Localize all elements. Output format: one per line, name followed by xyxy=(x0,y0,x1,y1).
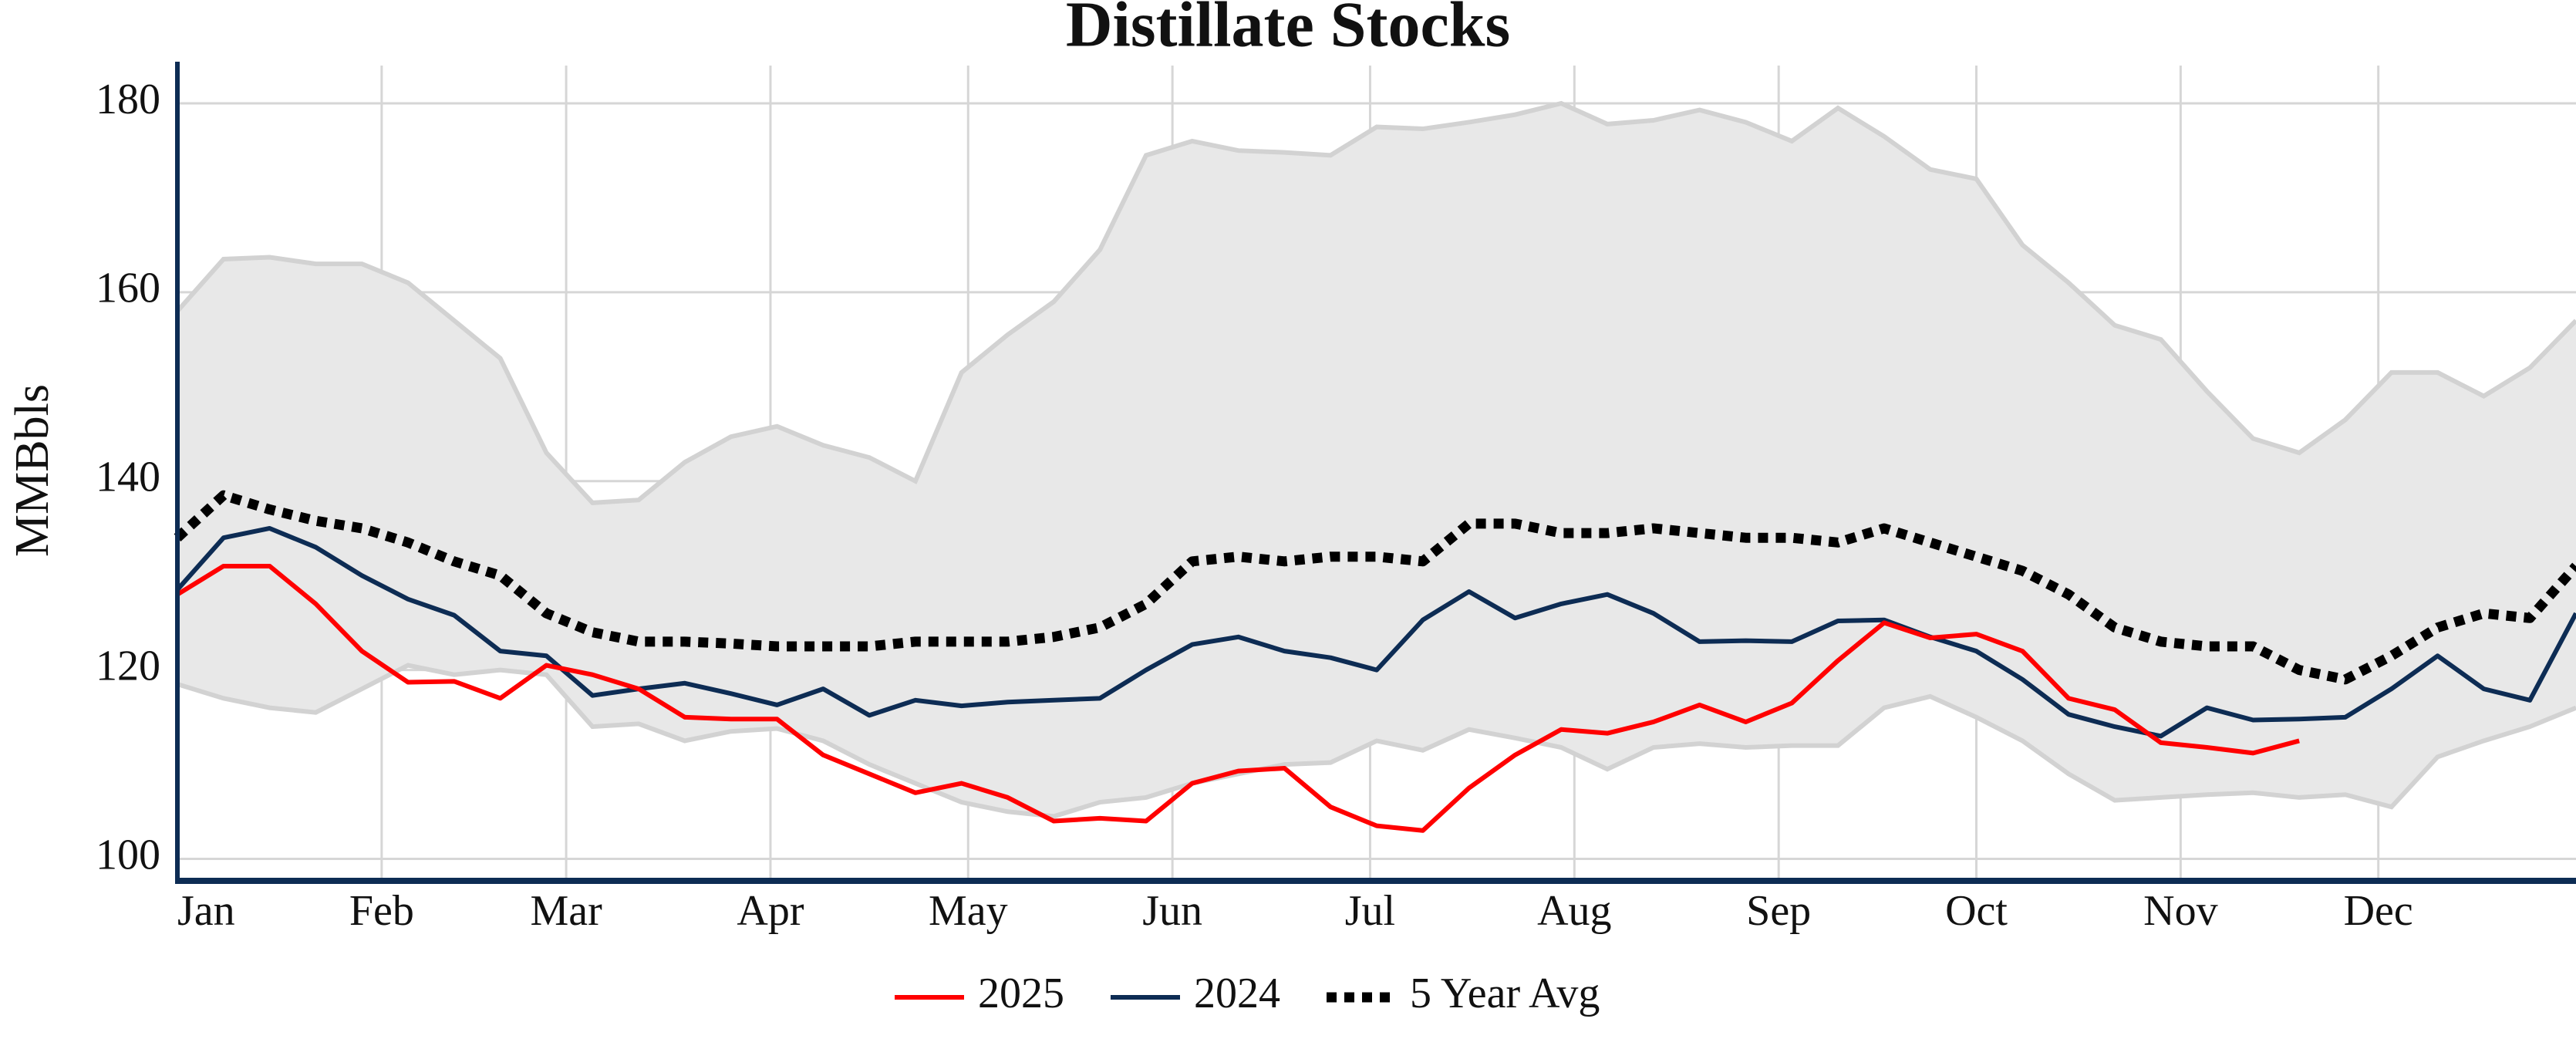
legend-label: 2024 xyxy=(1194,970,1280,1017)
y-tick-label: 140 xyxy=(96,454,160,501)
x-tick-label: Jul xyxy=(1345,887,1395,935)
y-tick-label: 100 xyxy=(96,831,160,879)
y-tick-label: 160 xyxy=(96,265,160,312)
legend-label: 2025 xyxy=(978,970,1064,1017)
x-tick-label: Aug xyxy=(1537,887,1611,935)
x-tick-label: Apr xyxy=(737,887,804,935)
x-tick-label: Oct xyxy=(1945,887,2008,935)
legend-label: 5 Year Avg xyxy=(1410,970,1600,1017)
series-line xyxy=(176,563,2300,833)
x-tick-label: Jun xyxy=(1142,887,1202,935)
range-min-line xyxy=(177,663,2576,819)
y-tick-label: 180 xyxy=(96,76,160,123)
chart-title: Distillate Stocks xyxy=(1066,0,1510,60)
x-tick-label: Dec xyxy=(2344,887,2413,935)
series-line xyxy=(175,525,2576,739)
series-line xyxy=(174,490,2576,685)
y-axis-label: MMBbls xyxy=(6,384,59,557)
x-tick-label: Jan xyxy=(177,887,235,935)
y-tick-label: 120 xyxy=(96,642,160,690)
range-max-line xyxy=(175,100,2576,505)
x-tick-label: Feb xyxy=(349,887,414,935)
x-tick-label: Nov xyxy=(2143,887,2217,935)
x-tick-label: May xyxy=(929,887,1008,935)
range-band xyxy=(177,103,2576,817)
x-tick-label: Mar xyxy=(530,887,602,935)
x-tick-label: Sep xyxy=(1746,887,1811,935)
